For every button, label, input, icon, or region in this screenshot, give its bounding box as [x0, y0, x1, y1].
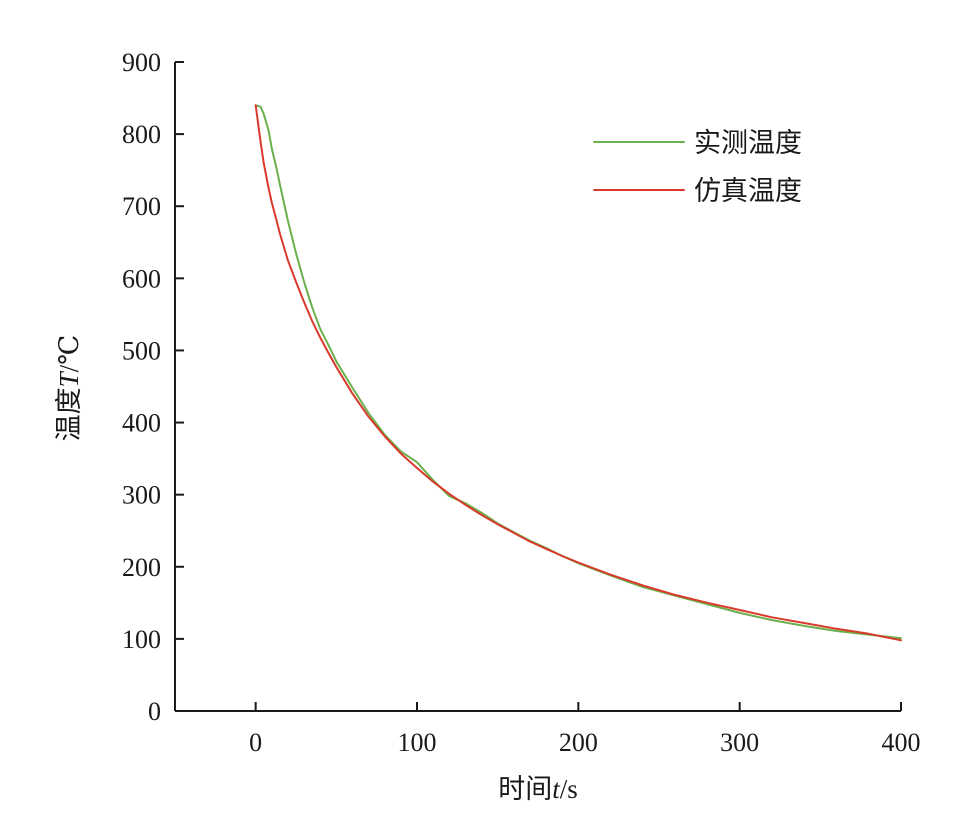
x-tick-label: 400: [882, 728, 921, 757]
y-tick-label: 700: [122, 192, 161, 221]
y-tick-label: 500: [122, 336, 161, 365]
x-axis-title-main: 时间: [498, 774, 552, 805]
axes: [174, 62, 901, 712]
x-tick-label: 200: [559, 728, 598, 757]
y-tick-label: 100: [122, 625, 161, 654]
y-axis-title-unit: /℃: [54, 335, 84, 373]
y-ticks: 0 100 200 300 400 500 600 700 800 900: [122, 48, 184, 726]
x-tick-label: 100: [398, 728, 437, 757]
y-axis-title-main: 温度: [54, 387, 85, 441]
simulated-temperature-line: [254, 104, 902, 642]
y-tick-label: 300: [122, 481, 161, 510]
x-axis-title-var: t: [552, 774, 561, 804]
y-tick-label: 800: [122, 120, 161, 149]
legend-label-measured: 实测温度: [694, 128, 802, 159]
x-ticks: 0 100 200 300 400: [249, 702, 921, 757]
x-tick-label: 300: [720, 728, 759, 757]
y-tick-label: 600: [122, 264, 161, 293]
measured-temperature-line: [254, 104, 902, 640]
series-layer: [254, 104, 902, 642]
y-tick-label: 900: [122, 48, 161, 77]
y-axis-title: 温度T/℃: [54, 335, 85, 442]
y-tick-label: 0: [148, 697, 161, 726]
y-axis-title-var: T: [54, 370, 84, 387]
x-axis-title: 时间t/s: [498, 774, 578, 805]
x-axis-title-unit: /s: [560, 774, 578, 804]
legend: 实测温度 仿真温度: [593, 128, 802, 207]
y-tick-label: 200: [122, 553, 161, 582]
legend-label-simulated: 仿真温度: [694, 176, 802, 207]
y-tick-label: 400: [122, 409, 161, 438]
x-tick-label: 0: [249, 728, 262, 757]
